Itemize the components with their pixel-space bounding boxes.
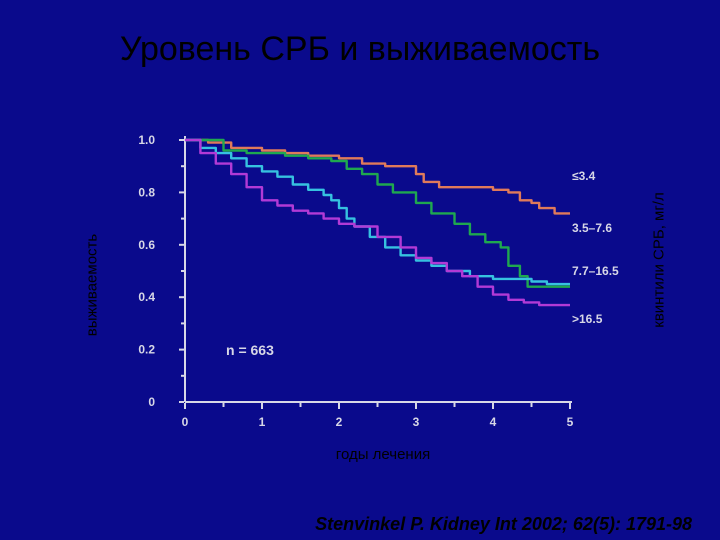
legend-label-3: 7.7–16.5 [572, 264, 619, 278]
series-line-1 [185, 138, 570, 215]
x-axis-label: годы лечения [335, 446, 431, 463]
series-layer [185, 138, 570, 307]
series-line-3 [185, 138, 570, 286]
chart-axes: 0 0.2 0.4 0.6 0.8 1.0 0 1 2 3 4 5 [138, 133, 573, 429]
legend-label-4: >16.5 [572, 312, 603, 326]
legend-label-2: 3.5–7.6 [572, 221, 612, 235]
citation: Stenvinkel P. Kidney Int 2002; 62(5): 17… [315, 514, 692, 534]
x-tick-label: 4 [490, 415, 497, 429]
y-tick-label: 0.2 [138, 343, 155, 357]
x-tick-label: 5 [567, 415, 574, 429]
slide-title: Уровень СРБ и выживаемость [119, 30, 601, 68]
y-tick-label: 1.0 [138, 133, 155, 147]
chart-labels: ≤3.4 3.5–7.6 7.7–16.5 >16.5 n = 663 [226, 169, 619, 358]
x-tick-label: 3 [413, 415, 420, 429]
series-line-4 [185, 138, 570, 307]
legend-title: квинтили СРБ, мг/л [650, 192, 668, 328]
x-tick-label: 0 [182, 415, 189, 429]
x-tick-label: 2 [336, 415, 343, 429]
sample-size-annotation: n = 663 [226, 342, 274, 358]
y-tick-label: 0 [148, 395, 155, 409]
x-tick-label: 1 [259, 415, 266, 429]
y-tick-label: 0.8 [138, 185, 155, 199]
legend-label-1: ≤3.4 [572, 169, 596, 183]
y-tick-label: 0.4 [138, 290, 155, 304]
y-tick-label: 0.6 [138, 238, 155, 252]
series-line-2 [185, 138, 570, 288]
y-axis-label: выживаемость [83, 233, 101, 337]
